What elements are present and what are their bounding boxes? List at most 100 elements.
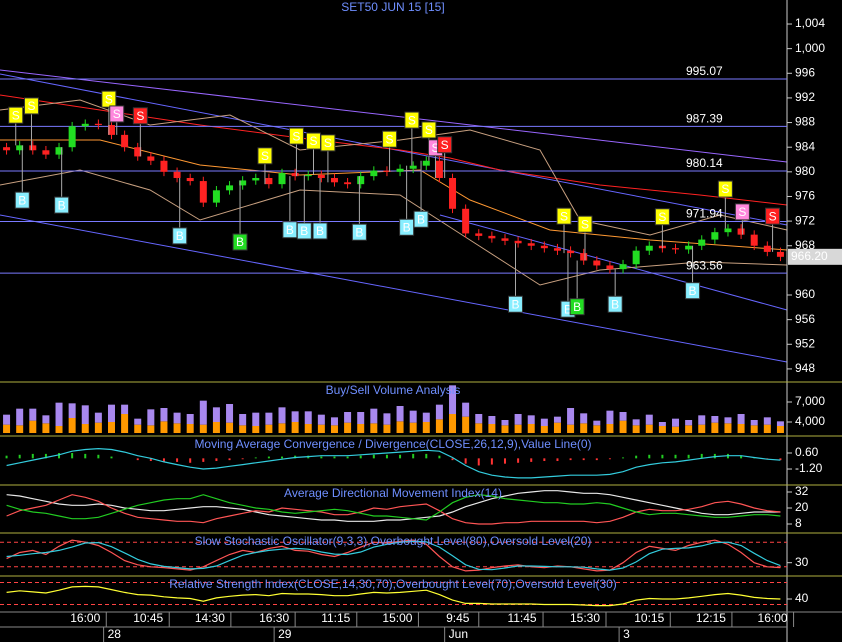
histogram-bar	[464, 458, 467, 464]
candle-body	[409, 165, 417, 169]
signal-box	[232, 233, 248, 251]
y-tick-label: 30	[795, 555, 809, 569]
signal-label: B	[58, 198, 66, 212]
volume-bar	[553, 416, 561, 423]
volume-bar	[409, 422, 417, 433]
signal-label: B	[355, 225, 363, 239]
volume-bar	[81, 424, 89, 433]
volume-bar	[763, 424, 771, 433]
indicator-line	[6, 494, 781, 525]
volume-bar	[619, 420, 627, 433]
volume-bar	[212, 407, 220, 422]
volume-bar	[501, 420, 509, 426]
signal-box	[413, 210, 429, 228]
panel-title: SET50 JUN 15 [15]	[341, 0, 444, 14]
volume-bar	[121, 404, 129, 414]
volume-bar	[29, 408, 37, 421]
candle-body	[121, 134, 129, 148]
candle-body	[147, 156, 155, 161]
x-tick-label: 11:45	[507, 611, 536, 625]
signal-box	[101, 90, 117, 108]
signal-box	[382, 130, 398, 148]
volume-bar	[3, 414, 11, 425]
candle-body	[173, 171, 181, 178]
signal-box	[734, 203, 750, 221]
volume-bar	[357, 424, 365, 433]
signal-label: S	[261, 149, 269, 163]
last-price-box	[788, 248, 842, 265]
candle-body	[317, 174, 325, 178]
channel-line	[0, 69, 788, 163]
candle-body	[750, 234, 758, 246]
signal-box	[507, 295, 523, 313]
signal-box	[569, 298, 585, 316]
candle-body	[134, 147, 142, 157]
candle-body	[553, 248, 561, 251]
volume-bar	[540, 426, 548, 433]
y-tick-label: 988	[795, 115, 815, 129]
histogram-bar	[44, 453, 47, 459]
candle-body	[186, 177, 194, 182]
y-tick-label: 8	[795, 516, 802, 530]
volume-bar	[698, 424, 706, 433]
volume-bar	[435, 419, 443, 433]
volume-bar	[226, 422, 234, 433]
histogram-bar	[320, 456, 323, 459]
x-tick-label: 15:30	[570, 611, 600, 625]
volume-bar	[645, 424, 653, 433]
y-tick-label: 984	[795, 139, 815, 153]
panel-title: Slow Stochastic Oscillator(9,3,3),Overbo…	[195, 534, 592, 548]
signal-label: S	[292, 129, 300, 143]
candle-body	[711, 232, 719, 240]
y-tick-label: 956	[795, 312, 815, 326]
histogram-bar	[779, 458, 782, 461]
volume-bar	[567, 424, 575, 433]
y-tick-label: 1,004	[795, 16, 825, 30]
volume-bar	[750, 420, 758, 426]
signal-box	[577, 215, 593, 233]
x-tick-label: 9:45	[446, 611, 470, 625]
volume-bar	[81, 405, 89, 424]
histogram-bar	[385, 454, 388, 459]
volume-bar	[776, 421, 784, 426]
histogram-bar	[661, 454, 664, 459]
volume-bar	[186, 414, 194, 424]
histogram-bar	[372, 454, 375, 459]
volume-bar	[540, 418, 548, 426]
level-label: 963.56	[686, 258, 723, 272]
candle-body	[632, 250, 640, 265]
candle-body	[724, 228, 732, 233]
volume-bar	[68, 403, 76, 418]
signal-box	[54, 196, 70, 214]
x-tick-label: 16:00	[70, 611, 100, 625]
histogram-bar	[438, 455, 441, 459]
histogram-bar	[333, 456, 336, 459]
candle-body	[199, 181, 207, 203]
histogram-bar	[503, 458, 506, 464]
volume-bar	[239, 425, 247, 433]
volume-bar	[488, 424, 496, 433]
signal-label: B	[18, 193, 26, 207]
y-tick-label: 4,000	[795, 414, 825, 428]
candle-body	[737, 228, 745, 235]
volume-bar	[68, 418, 76, 433]
volume-bar	[383, 413, 391, 425]
histogram-bar	[18, 454, 21, 459]
signal-label: S	[27, 99, 35, 113]
histogram-bar	[254, 457, 257, 459]
volume-bar	[226, 404, 234, 423]
signal-label: S	[425, 123, 433, 137]
volume-bar	[134, 418, 142, 425]
signal-label: B	[573, 300, 581, 314]
candle-body	[304, 174, 312, 177]
volume-bar	[501, 425, 509, 433]
signal-label: S	[324, 136, 332, 150]
signal-label: S	[431, 141, 439, 155]
signal-box	[312, 222, 328, 240]
signal-label: S	[408, 113, 416, 127]
signal-box	[351, 223, 367, 241]
indicator-line	[6, 539, 781, 572]
signal-label: B	[511, 297, 519, 311]
volume-bar	[107, 422, 115, 433]
candle-body	[278, 173, 286, 185]
